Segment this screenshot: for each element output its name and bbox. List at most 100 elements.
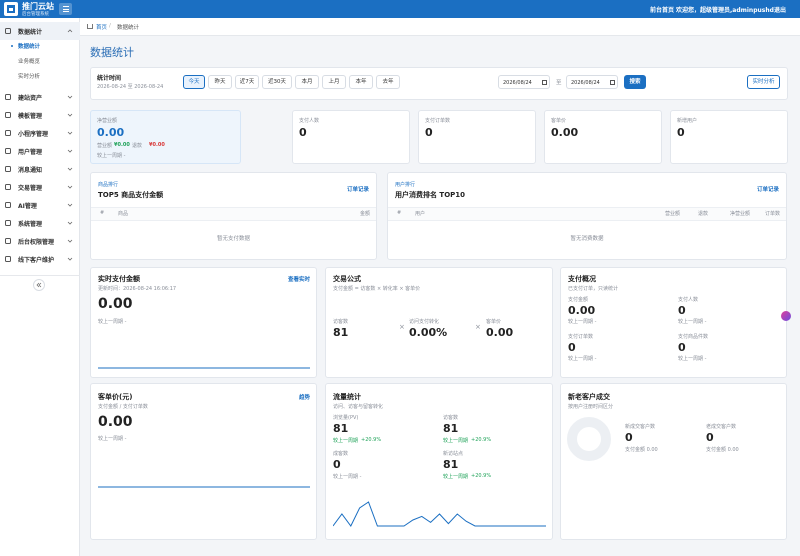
menu-item[interactable]: 系统管理 (18, 221, 43, 228)
submenu-bullet (11, 45, 13, 47)
card-compare: 较上一周期 - (98, 319, 127, 325)
date-separator: 至 (556, 80, 562, 86)
calendar-icon (542, 80, 547, 85)
search-button[interactable]: 搜索 (624, 75, 646, 89)
customers-card (560, 383, 787, 540)
range-button[interactable]: 本年 (349, 75, 373, 89)
kpi-label: 支付人数 (299, 118, 320, 124)
menu-icon (5, 256, 11, 262)
menu-icon (5, 148, 11, 154)
menu-item[interactable]: AI管理 (18, 203, 37, 210)
card-title: 流量统计 (333, 393, 361, 401)
menu-item[interactable]: 模板管理 (18, 113, 43, 120)
donut-ring (567, 417, 611, 461)
table-column: 商品 (118, 211, 129, 217)
card-subtitle: 支付金额 = 访客数 × 转化率 × 客单价 (333, 286, 421, 292)
table-column: 金额 (359, 211, 370, 217)
chevron-line (67, 113, 73, 117)
kpi-label: 支付订单数 (425, 118, 451, 124)
ranking-link[interactable]: 订单记录 (346, 187, 369, 193)
sidebar-divider (0, 275, 80, 276)
range-button[interactable]: 本月 (295, 75, 319, 89)
realtime-button[interactable]: 实时分析 (747, 75, 780, 89)
floating-helper[interactable] (781, 311, 791, 321)
menu-item[interactable]: 建站资产 (18, 95, 43, 102)
range-button[interactable]: 近30天 (262, 75, 292, 89)
stat-value: 0 (568, 341, 576, 354)
header-link[interactable]: 欢迎您，超级管理员,adminpushd (676, 7, 774, 14)
date-input[interactable]: 2026/08/24 (566, 75, 618, 89)
range-button[interactable]: 上月 (322, 75, 346, 89)
range-button[interactable]: 今天 (183, 75, 205, 89)
stat-label: 访客数 (443, 415, 459, 421)
ranking-title: 用户消费排名 TOP10 (395, 191, 466, 199)
menu-icon (5, 184, 11, 190)
menu-item[interactable]: 线下客户维护 (18, 257, 55, 264)
kpi-value: 0.00 (97, 126, 125, 139)
home-icon (87, 24, 93, 29)
kpi-value: 0 (299, 126, 307, 139)
stat-amount: 支付金额 0.00 (625, 447, 658, 453)
formula-value: 0.00 (486, 326, 514, 339)
kpi-compare: 较上一周期 - (97, 153, 126, 159)
stat-value: 81 (333, 422, 349, 435)
stat-change: +20.9% (361, 437, 382, 443)
collapse-chevron (36, 282, 40, 288)
menu-item[interactable]: 消息通知 (18, 167, 43, 174)
trend-chart (98, 486, 310, 488)
chevron-line (67, 95, 73, 99)
menu-item[interactable]: 小程序管理 (18, 131, 49, 138)
submenu-item[interactable]: 业务概览 (18, 59, 41, 65)
stat-compare: 较上一周期 - (568, 356, 597, 362)
ranking-tag: 商品排行 (98, 182, 119, 188)
kpi-label: 新增用户 (677, 118, 698, 124)
filter-card (90, 67, 788, 100)
range-button[interactable]: 近7天 (235, 75, 259, 89)
realtime-card (90, 267, 317, 378)
pay-overview-card (560, 267, 787, 378)
stat-value: 81 (443, 458, 459, 471)
menu-item[interactable]: 后台权限管理 (18, 239, 55, 246)
breadcrumb-item[interactable]: 首页 (96, 25, 108, 31)
ranking-link[interactable]: 订单记录 (756, 187, 779, 193)
menu-chevron (67, 257, 73, 261)
date-input[interactable]: 2026/08/24 (498, 75, 550, 89)
menu-item[interactable]: 用户管理 (18, 149, 43, 156)
menu-toggle[interactable] (59, 3, 72, 15)
table-column: 净营业额 (729, 211, 750, 217)
kpi-card (292, 110, 410, 164)
kpi-card (670, 110, 788, 164)
stat-compare: 较上一周期 (333, 438, 359, 444)
breadcrumb-item: 数据统计 (117, 25, 140, 31)
logo (4, 2, 18, 16)
header-link[interactable]: 退出 (774, 7, 787, 14)
menu-chevron (67, 167, 73, 171)
range-button[interactable]: 昨天 (208, 75, 232, 89)
card-title: 交易公式 (333, 275, 361, 283)
filter-label: 统计时间 (97, 75, 122, 82)
range-button[interactable]: 去年 (376, 75, 400, 89)
submenu-item[interactable]: 数据统计 (18, 44, 41, 50)
kpi-card (90, 110, 241, 164)
stat-label: 支付商品件数 (678, 334, 709, 340)
kpi-value: 0.00 (551, 126, 579, 139)
card-link[interactable]: 查看实时 (287, 277, 310, 283)
menu-icon (5, 94, 11, 100)
table-header (388, 207, 786, 221)
kpi-sub-value: ¥0.00 (114, 142, 130, 148)
empty-state: 暂无支付数据 (216, 236, 250, 242)
ranking-title: TOP5 商品支付金额 (98, 191, 164, 199)
empty-state: 暂无消费数据 (570, 236, 604, 242)
header-link[interactable]: 前台首页 (650, 7, 675, 14)
ranking-tag: 用户排行 (395, 182, 416, 188)
stat-amount: 支付金额 0.00 (706, 447, 739, 453)
submenu-item[interactable]: 实时分析 (18, 74, 41, 80)
collapse-icon (36, 282, 42, 288)
menu-item[interactable]: 交易管理 (18, 185, 43, 192)
menu-item[interactable]: 数据统计 (18, 29, 43, 36)
menu-chevron (67, 221, 73, 225)
kpi-label: 客单价 (551, 118, 567, 124)
stat-value: 0 (625, 431, 633, 444)
card-link[interactable]: 趋势 (298, 395, 310, 401)
